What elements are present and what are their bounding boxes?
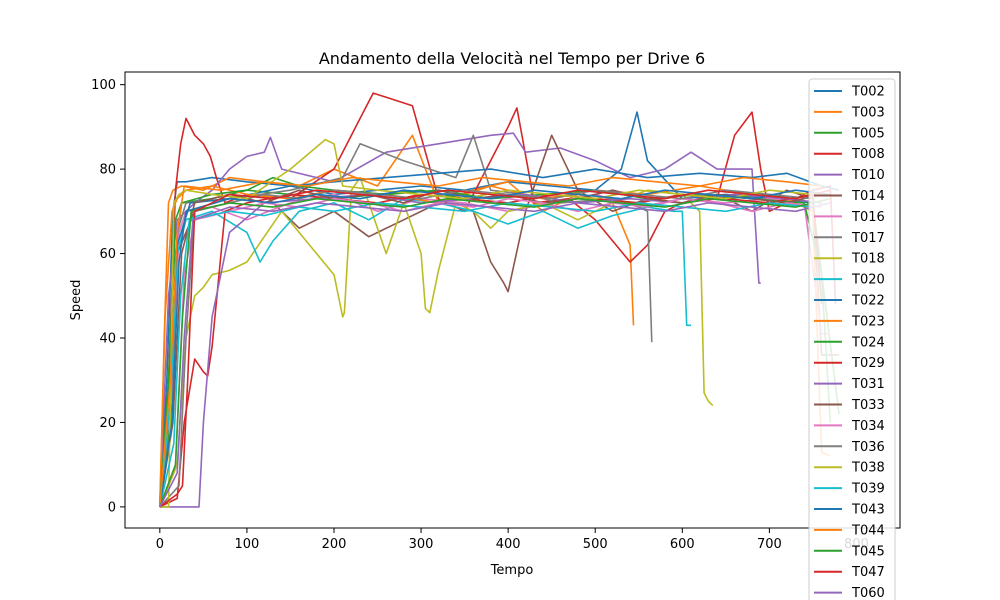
legend-label-t031: T031 bbox=[851, 377, 885, 392]
legend-label-t029: T029 bbox=[851, 356, 885, 371]
series-line-t033 bbox=[159, 189, 822, 508]
y-tick-label: 40 bbox=[99, 332, 116, 347]
x-tick-label: 200 bbox=[322, 537, 347, 552]
series-line-t044 bbox=[159, 176, 822, 507]
legend-frame bbox=[808, 78, 896, 600]
series-layer bbox=[159, 92, 840, 508]
plot-area-frame bbox=[124, 71, 901, 529]
legend: T002 T003 T005 T008 T010 T014 T016 T017 T018 T020… bbox=[808, 78, 896, 600]
legend-label-t043: T043 bbox=[851, 503, 885, 518]
legend-label-t034: T034 bbox=[851, 419, 885, 434]
legend-label-t060: T060 bbox=[851, 586, 885, 600]
series-line-t060 bbox=[159, 202, 831, 508]
series-line-t043 bbox=[159, 189, 831, 508]
legend-label-t033: T033 bbox=[851, 398, 885, 413]
legend-label-t017: T017 bbox=[851, 231, 885, 246]
legend-label-t047: T047 bbox=[851, 565, 885, 580]
x-tick-label: 100 bbox=[234, 537, 259, 552]
series-line-t045 bbox=[159, 197, 831, 508]
x-tick-label: 300 bbox=[409, 537, 434, 552]
series-line-t002 bbox=[159, 111, 813, 507]
legend-label-t020: T020 bbox=[851, 273, 885, 288]
legend-label-t024: T024 bbox=[851, 335, 885, 350]
series-line-t039 bbox=[159, 202, 813, 508]
y-tick-label: 100 bbox=[91, 78, 116, 93]
x-axis-label: Tempo bbox=[490, 563, 534, 578]
legend-label-t014: T014 bbox=[851, 189, 885, 204]
legend-label-t044: T044 bbox=[851, 523, 885, 538]
x-tick-label: 600 bbox=[670, 537, 695, 552]
legend-label-t023: T023 bbox=[851, 314, 885, 329]
y-tick-label: 0 bbox=[108, 500, 116, 515]
chart-title: Andamento della Velocità nel Tempo per D… bbox=[319, 49, 705, 68]
legend-label-t005: T005 bbox=[851, 126, 885, 141]
y-tick-label: 80 bbox=[99, 163, 116, 178]
y-axis-label: Speed bbox=[69, 280, 84, 321]
legend-label-t039: T039 bbox=[851, 482, 885, 497]
legend-label-t038: T038 bbox=[851, 461, 885, 476]
y-tick-label: 20 bbox=[99, 416, 116, 431]
x-tick-label: 400 bbox=[496, 537, 521, 552]
x-tick-label: 500 bbox=[583, 537, 608, 552]
legend-label-t045: T045 bbox=[851, 544, 885, 559]
y-tick-label: 60 bbox=[99, 247, 116, 262]
x-tick-label: 0 bbox=[156, 537, 164, 552]
legend-label-t036: T036 bbox=[851, 440, 885, 455]
legend-label-t010: T010 bbox=[851, 168, 885, 183]
y-axis: 0 20 40 60 80 100 bbox=[91, 78, 125, 515]
x-tick-label: 700 bbox=[757, 537, 782, 552]
legend-label-t008: T008 bbox=[851, 147, 885, 162]
legend-label-t022: T022 bbox=[851, 294, 885, 309]
legend-label-t003: T003 bbox=[851, 105, 885, 120]
series-line-t010 bbox=[159, 132, 761, 507]
legend-label-t002: T002 bbox=[851, 85, 885, 100]
legend-label-t018: T018 bbox=[851, 252, 885, 267]
series-line-t047 bbox=[159, 189, 831, 508]
legend-label-t016: T016 bbox=[851, 210, 885, 225]
